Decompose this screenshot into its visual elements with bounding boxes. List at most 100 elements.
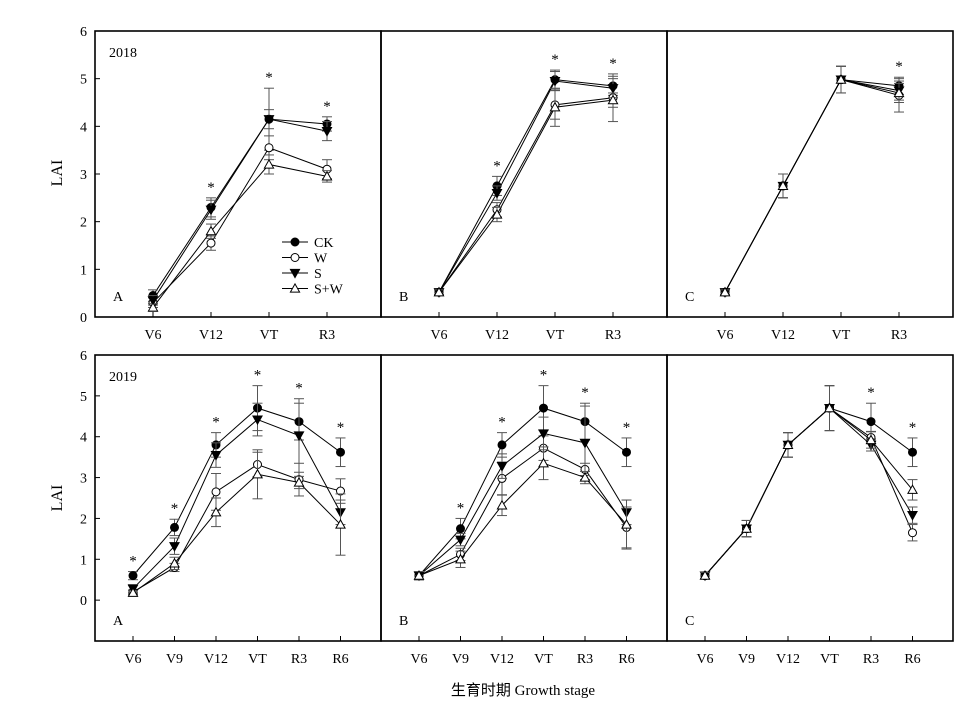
series-line (704, 407, 913, 576)
series-w (700, 385, 918, 581)
plot-frame (94, 30, 382, 318)
panel-letter: A (113, 614, 124, 629)
legend-marker (290, 237, 300, 247)
series-line (724, 79, 900, 293)
data-point (335, 518, 346, 529)
data-point (252, 415, 263, 426)
series-s (433, 71, 619, 298)
x-tick-label: V12 (771, 328, 795, 343)
data-point (210, 451, 222, 461)
series-line (132, 418, 341, 590)
data-point (907, 511, 918, 521)
data-point (293, 476, 305, 487)
x-tick-label: V6 (124, 652, 141, 667)
panel-letter: B (399, 614, 408, 629)
data-point (455, 553, 466, 564)
x-tick-label: V6 (696, 652, 713, 667)
data-point (579, 471, 591, 482)
data-point (719, 286, 731, 297)
series-line (438, 99, 614, 293)
panel-letter: A (113, 290, 124, 305)
x-tick-label: V9 (452, 652, 469, 667)
data-point (206, 238, 216, 248)
data-point (908, 447, 917, 457)
series-s (147, 109, 333, 306)
x-tick-label: R3 (863, 652, 879, 667)
x-tick-label: V12 (776, 652, 800, 667)
panel-letter: C (685, 290, 694, 305)
data-point (621, 518, 632, 529)
data-point (496, 499, 508, 510)
series-line (152, 118, 328, 301)
data-point (169, 542, 180, 552)
series-line (152, 163, 328, 308)
significance-asterisk: * (129, 554, 137, 570)
series-line (132, 407, 341, 576)
legend-marker (290, 253, 300, 262)
significance-asterisk: * (867, 385, 875, 401)
chart-panel-2018-C: V6 V12 VT R3 C * (666, 30, 954, 343)
series-w (434, 73, 618, 297)
plot-frame (380, 354, 668, 642)
panel-letter: B (399, 290, 408, 305)
data-point (147, 301, 159, 312)
series-w (128, 451, 346, 597)
series-line (418, 447, 627, 577)
data-point (741, 523, 752, 533)
significance-asterisk: * (498, 415, 506, 431)
series-line (438, 79, 614, 293)
series-line (724, 79, 900, 293)
data-point (264, 143, 274, 153)
data-point (456, 524, 465, 534)
data-point (455, 535, 466, 546)
data-point (835, 73, 847, 84)
data-point (433, 286, 445, 297)
x-tick-label: VT (820, 652, 839, 667)
legend-label: W (314, 252, 328, 267)
data-point (413, 570, 425, 580)
data-point (907, 484, 918, 494)
series-ck (720, 65, 904, 297)
legend-label: S+W (314, 283, 344, 298)
data-point (538, 429, 549, 440)
data-point (170, 522, 179, 532)
y-tick-label: 1 (80, 263, 87, 278)
series-s-w (147, 154, 333, 312)
series-w (148, 135, 332, 308)
significance-asterisk: * (540, 368, 548, 384)
data-point (169, 557, 180, 568)
series-s-w (413, 446, 632, 581)
series-w (414, 435, 632, 581)
y-tick-label: 5 (80, 73, 87, 88)
data-point (777, 180, 789, 191)
y-tick-label: 4 (80, 120, 87, 135)
data-point (579, 438, 591, 449)
series-line (418, 462, 627, 577)
data-point (205, 205, 217, 216)
x-tick-label: VT (248, 652, 267, 667)
significance-asterisk: * (493, 158, 501, 174)
y-tick-label: 0 (80, 311, 87, 326)
x-tick-label: R6 (904, 652, 920, 667)
series-line (724, 79, 900, 293)
data-point (210, 506, 222, 517)
data-point (549, 76, 561, 87)
significance-asterisk: * (551, 52, 559, 68)
data-point (622, 447, 631, 457)
y-tick-label: 6 (80, 349, 87, 364)
significance-asterisk: * (909, 420, 917, 436)
series-ck (128, 385, 346, 581)
data-point (252, 468, 263, 479)
y-axis-label-2019: LAI (49, 485, 66, 512)
data-point (263, 115, 275, 125)
x-tick-label: V6 (144, 328, 161, 343)
series-line (724, 79, 900, 293)
data-point (607, 84, 619, 94)
x-tick-label: R6 (332, 652, 348, 667)
series-s-w (719, 65, 905, 297)
significance-asterisk: * (207, 180, 215, 196)
x-tick-label: V12 (490, 652, 514, 667)
legend-label: S (314, 267, 322, 282)
data-point (607, 94, 619, 105)
